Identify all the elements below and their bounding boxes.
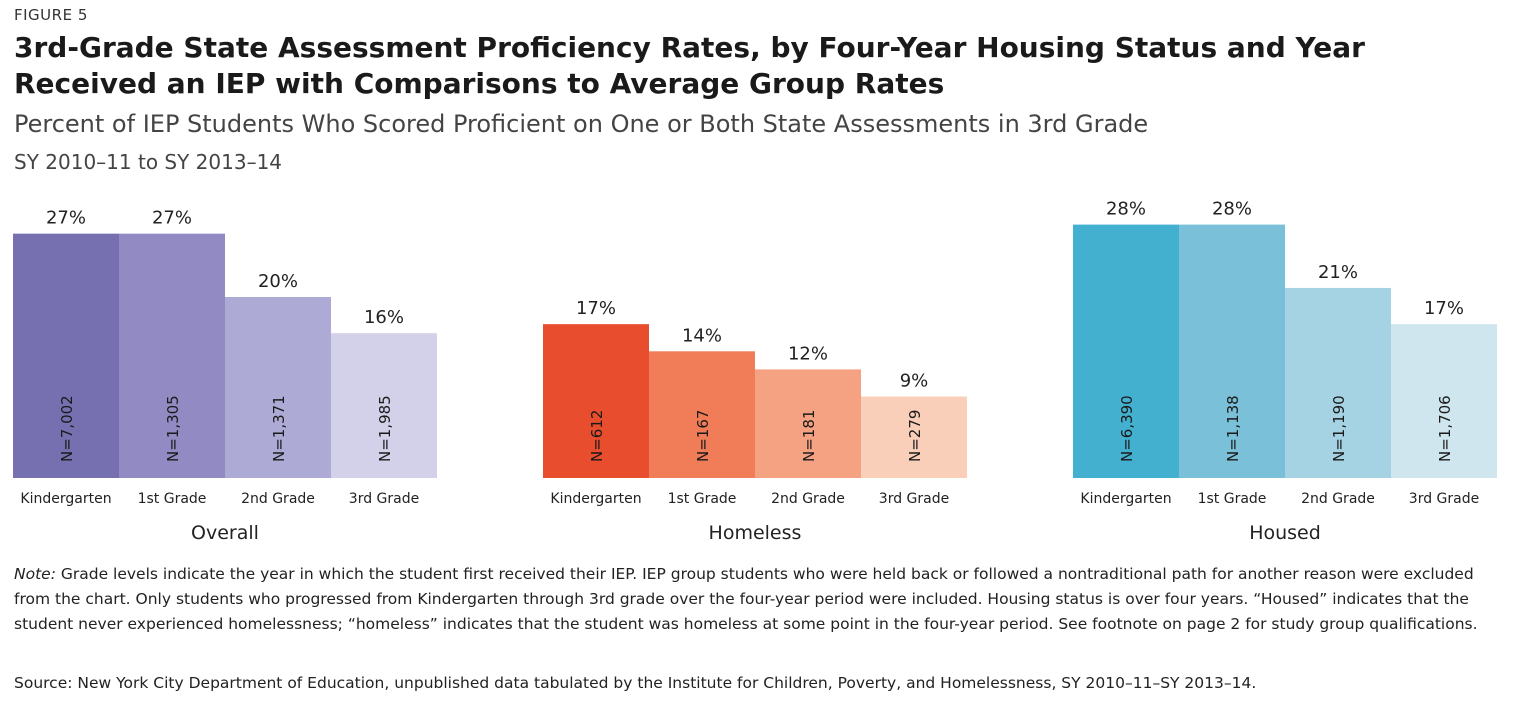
value-label: 28% [1106, 199, 1146, 220]
group-label-homeless: Homeless [709, 522, 802, 544]
chart-source: Source: New York City Department of Educ… [14, 674, 1257, 692]
category-label: 3rd Grade [879, 491, 949, 507]
n-label: N=1,371 [270, 395, 288, 462]
bar-housed-4 [1391, 324, 1497, 478]
bar-housed-2 [1179, 224, 1285, 478]
value-label: 17% [1424, 298, 1464, 319]
category-label: 1st Grade [668, 491, 737, 507]
category-label: 3rd Grade [1409, 491, 1479, 507]
note-text: Grade levels indicate the year in which … [14, 565, 1478, 633]
n-label: N=1,985 [376, 395, 394, 462]
note-label: Note: [14, 565, 56, 583]
value-label: 14% [682, 325, 722, 346]
n-label: N=1,138 [1224, 395, 1242, 462]
bar-housed-1 [1073, 224, 1179, 478]
category-label: 1st Grade [1198, 491, 1267, 507]
n-label: N=279 [906, 410, 924, 462]
bar-homeless-4 [861, 396, 967, 478]
bar-overall-3 [225, 297, 331, 478]
chart-subtitle: Percent of IEP Students Who Scored Profi… [14, 110, 1149, 138]
value-label: 9% [900, 371, 929, 392]
n-label: N=181 [800, 410, 818, 462]
bar-housed-3 [1285, 287, 1391, 478]
value-label: 17% [576, 298, 616, 319]
value-label: 27% [152, 208, 192, 229]
category-label: 2nd Grade [1301, 491, 1375, 507]
figure-label: FIGURE 5 [14, 6, 88, 24]
n-label: N=1,190 [1330, 395, 1348, 462]
n-label: N=1,305 [164, 395, 182, 462]
bar-overall-2 [119, 233, 225, 478]
value-label: 16% [364, 307, 404, 328]
chart-note: Note: Grade levels indicate the year in … [14, 562, 1504, 637]
bar-overall-4 [331, 333, 437, 478]
value-label: 21% [1318, 262, 1358, 283]
value-label: 27% [46, 208, 86, 229]
n-label: N=167 [694, 410, 712, 462]
bar-homeless-1 [543, 324, 649, 478]
bar-overall-1 [13, 233, 119, 478]
category-label: Kindergarten [550, 491, 641, 507]
bar-chart: 27% N=7,002 Kindergarten 27% N=1,305 1st Grad… [13, 199, 1497, 544]
value-label: 12% [788, 343, 828, 364]
bar-homeless-2 [649, 351, 755, 478]
value-label: 20% [258, 271, 298, 292]
chart-title: 3rd-Grade State Assessment Proficiency R… [14, 31, 1365, 100]
category-label: Kindergarten [20, 491, 111, 507]
category-label: 3rd Grade [349, 491, 419, 507]
category-label: Kindergarten [1080, 491, 1171, 507]
n-label: N=7,002 [58, 395, 76, 462]
group-label-overall: Overall [191, 522, 259, 544]
group-label-housed: Housed [1249, 522, 1321, 544]
bar-homeless-3 [755, 369, 861, 478]
category-label: 1st Grade [138, 491, 207, 507]
n-label: N=6,390 [1118, 395, 1136, 462]
n-label: N=1,706 [1436, 395, 1454, 462]
value-label: 28% [1212, 199, 1252, 220]
n-label: N=612 [588, 410, 606, 462]
category-label: 2nd Grade [771, 491, 845, 507]
category-label: 2nd Grade [241, 491, 315, 507]
date-range: SY 2010–11 to SY 2013–14 [14, 150, 283, 174]
